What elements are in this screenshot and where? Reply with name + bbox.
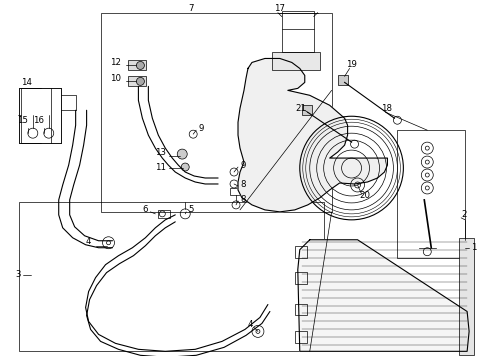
Circle shape — [136, 77, 144, 85]
Polygon shape — [297, 240, 468, 351]
Text: 9: 9 — [198, 124, 203, 133]
Text: 6: 6 — [142, 205, 148, 214]
Text: 12: 12 — [110, 58, 121, 67]
Bar — [158, 210, 170, 218]
Text: 20: 20 — [359, 191, 370, 200]
Polygon shape — [238, 59, 387, 212]
Text: 19: 19 — [345, 60, 356, 69]
Text: 18: 18 — [381, 104, 392, 113]
Text: 4: 4 — [86, 237, 91, 246]
Bar — [294, 303, 306, 316]
Text: 2: 2 — [460, 210, 466, 219]
Text: 4: 4 — [247, 320, 253, 329]
Bar — [294, 246, 306, 258]
Bar — [337, 75, 347, 85]
Text: 14: 14 — [21, 78, 32, 87]
Text: 10: 10 — [110, 74, 121, 83]
Text: 13: 13 — [155, 147, 166, 157]
Bar — [396, 130, 464, 258]
Circle shape — [181, 163, 189, 171]
Text: 8: 8 — [240, 195, 245, 205]
Bar — [100, 12, 331, 212]
Bar — [294, 331, 306, 343]
Text: 11: 11 — [155, 162, 166, 172]
Bar — [272, 52, 319, 70]
Bar — [128, 60, 146, 70]
Bar — [294, 272, 306, 283]
Bar — [301, 105, 311, 115]
Bar — [128, 76, 146, 86]
Text: 17: 17 — [273, 4, 284, 13]
Bar — [19, 88, 60, 143]
Circle shape — [177, 149, 187, 159]
Bar — [458, 238, 473, 355]
Text: 8: 8 — [240, 181, 245, 190]
Text: 9: 9 — [240, 161, 245, 170]
Text: 21: 21 — [295, 104, 306, 113]
Bar — [229, 188, 242, 195]
Text: 16: 16 — [33, 116, 44, 125]
Bar — [281, 11, 313, 52]
Circle shape — [136, 61, 144, 69]
Text: 5: 5 — [188, 205, 193, 214]
Text: 3: 3 — [16, 270, 21, 279]
Bar — [19, 202, 323, 351]
Text: 1: 1 — [470, 243, 476, 252]
Text: 15: 15 — [17, 116, 28, 125]
Text: 7: 7 — [188, 4, 194, 13]
